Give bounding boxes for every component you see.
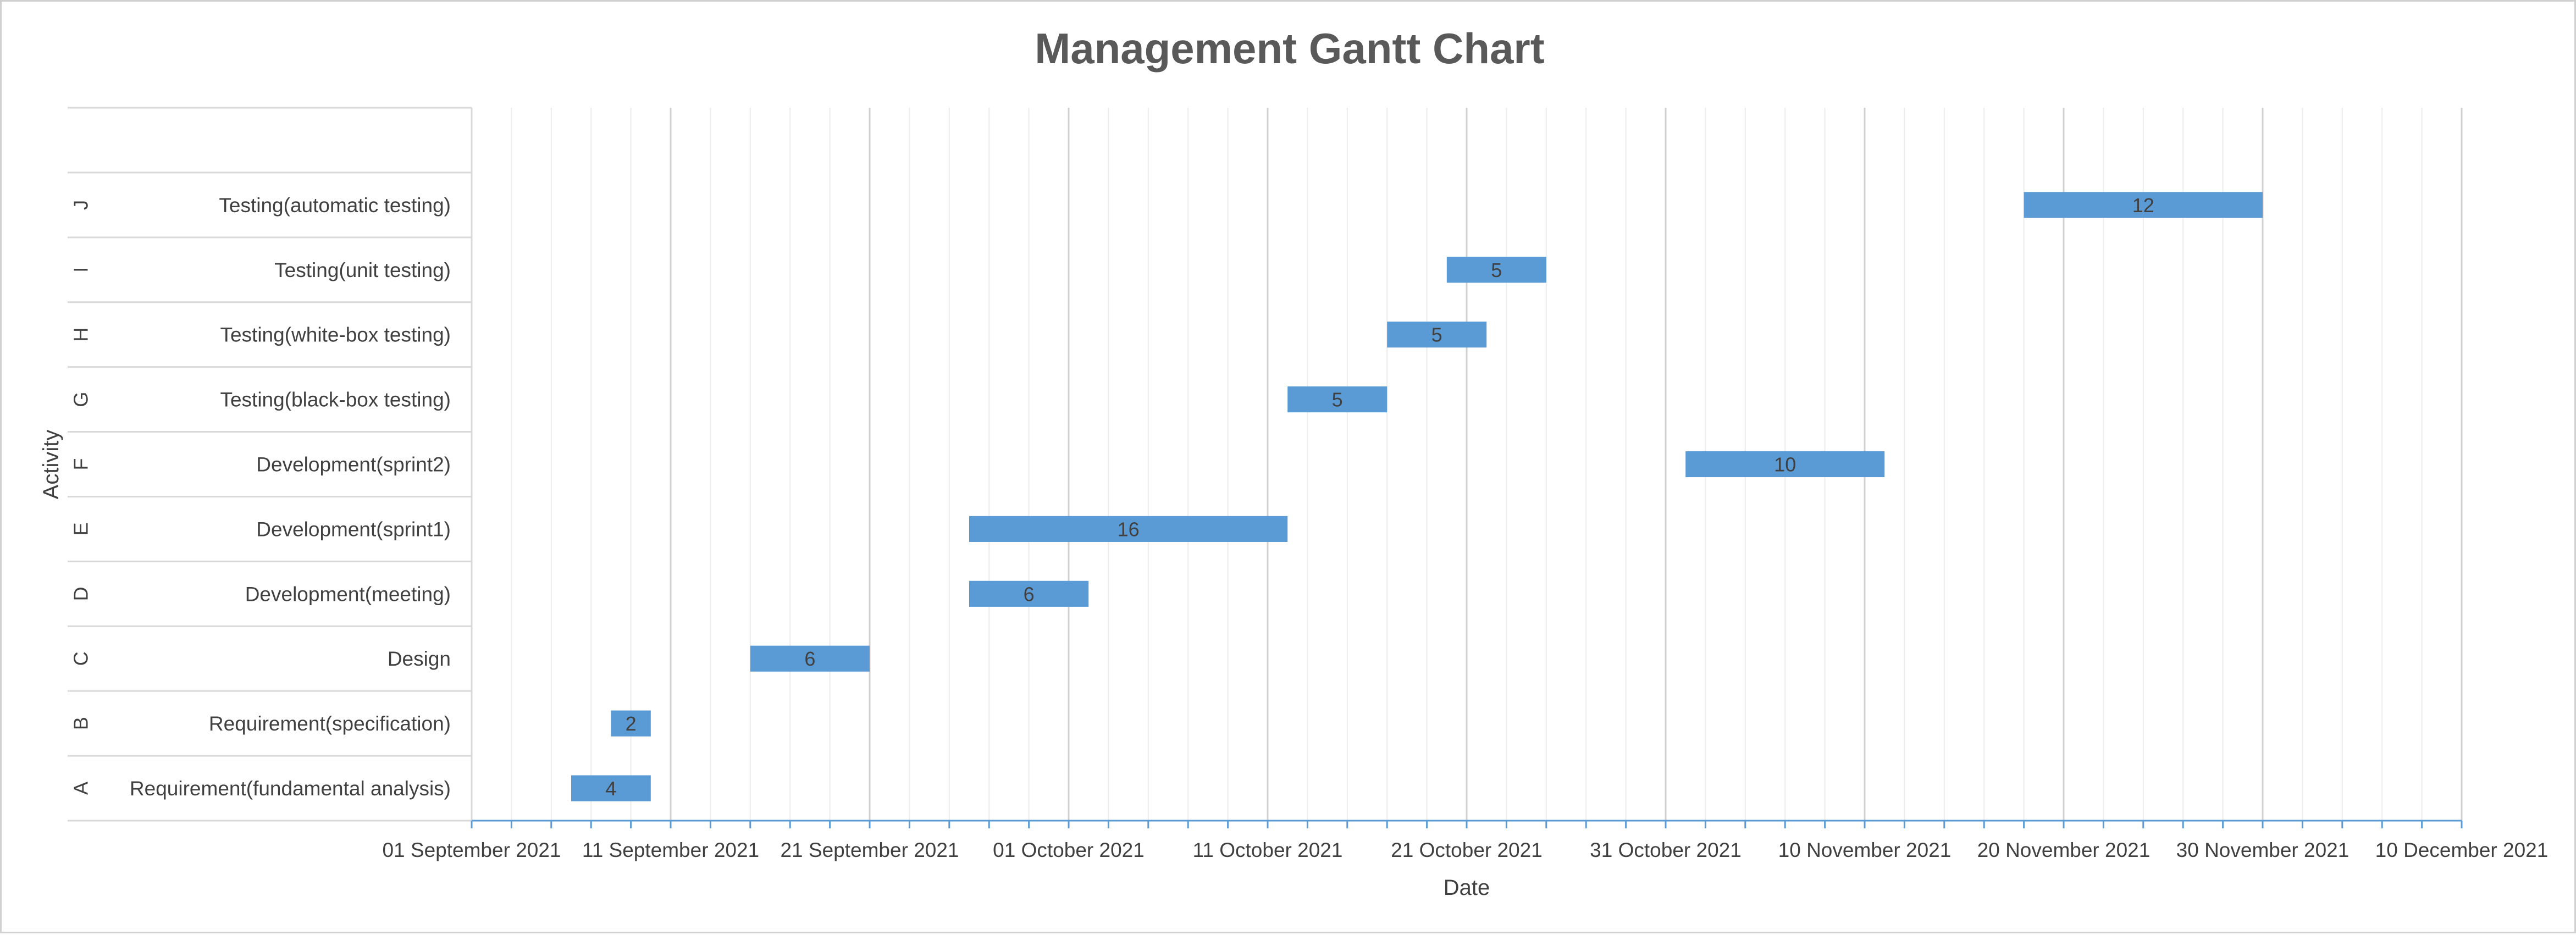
category-code-b: B: [70, 717, 92, 730]
bar-label-e: 16: [1118, 518, 1140, 540]
x-tick-label: 11 September 2021: [582, 839, 759, 861]
x-tick-label: 01 September 2021: [382, 839, 561, 861]
bar-label-d: 6: [1024, 583, 1035, 605]
category-label-g: Testing(black-box testing): [220, 389, 451, 411]
bar-layer: 4 2 6 6 16 10 5 5 5 12: [571, 192, 2263, 801]
x-tick-label: 31 October 2021: [1590, 839, 1742, 861]
category-label-c: Design: [388, 648, 451, 670]
category-code-h: H: [70, 328, 92, 342]
bar-b: [611, 710, 651, 737]
category-label-d: Development(meeting): [245, 583, 451, 605]
category-code-d: D: [70, 587, 92, 601]
category-layer: A Requirement(fundamental analysis) B Requi…: [68, 107, 473, 822]
bar-c: [750, 645, 870, 672]
category-code-i: I: [70, 267, 92, 273]
category-code-e: E: [70, 522, 92, 535]
bar-label-f: 10: [1774, 453, 1796, 476]
chart-title: Management Gantt Chart: [1035, 24, 1544, 73]
bar-j: [2024, 192, 2263, 218]
bar-i: [1446, 257, 1546, 283]
bar-e: [969, 516, 1288, 542]
x-tick-label: 30 November 2021: [2176, 839, 2350, 861]
category-label-e: Development(sprint1): [256, 518, 451, 540]
x-tick-label: 10 November 2021: [1778, 839, 1952, 861]
x-axis-title: Date: [1444, 876, 1490, 900]
bar-h: [1387, 322, 1487, 348]
bar-label-a: 4: [605, 777, 616, 800]
category-label-i: Testing(unit testing): [274, 259, 451, 281]
x-tick-label: 01 October 2021: [993, 839, 1145, 861]
y-axis-title: Activity: [39, 430, 63, 500]
bar-d: [969, 580, 1089, 607]
x-tick-label: 21 September 2021: [780, 839, 959, 861]
x-tick-label: 20 November 2021: [1977, 839, 2151, 861]
category-label-h: Testing(white-box testing): [220, 324, 451, 346]
category-code-j: J: [70, 200, 92, 210]
bar-a: [571, 775, 651, 801]
bar-f: [1685, 451, 1885, 478]
bar-label-b: 2: [626, 712, 637, 735]
category-code-g: G: [70, 392, 92, 407]
category-label-a: Requirement(fundamental analysis): [130, 777, 451, 800]
category-label-b: Requirement(specification): [209, 712, 451, 735]
x-tick-label: 11 October 2021: [1193, 839, 1343, 861]
category-code-c: C: [70, 651, 92, 666]
x-axis: 01 September 2021 11 September 2021 21 Sep…: [382, 820, 2549, 861]
category-label-f: Development(sprint2): [256, 453, 451, 476]
grid-layer: [471, 108, 2463, 821]
x-tick-label: 21 October 2021: [1391, 839, 1543, 861]
category-label-j: Testing(automatic testing): [219, 194, 451, 217]
category-code-f: F: [70, 458, 92, 471]
bar-g: [1287, 386, 1387, 413]
x-tick-label: 10 December 2021: [2375, 839, 2549, 861]
bar-label-c: 6: [804, 648, 815, 670]
bar-label-i: 5: [1491, 259, 1502, 281]
category-code-a: A: [70, 782, 92, 795]
bar-label-j: 12: [2132, 194, 2154, 217]
bar-label-g: 5: [1332, 389, 1343, 411]
bar-label-h: 5: [1431, 324, 1442, 346]
